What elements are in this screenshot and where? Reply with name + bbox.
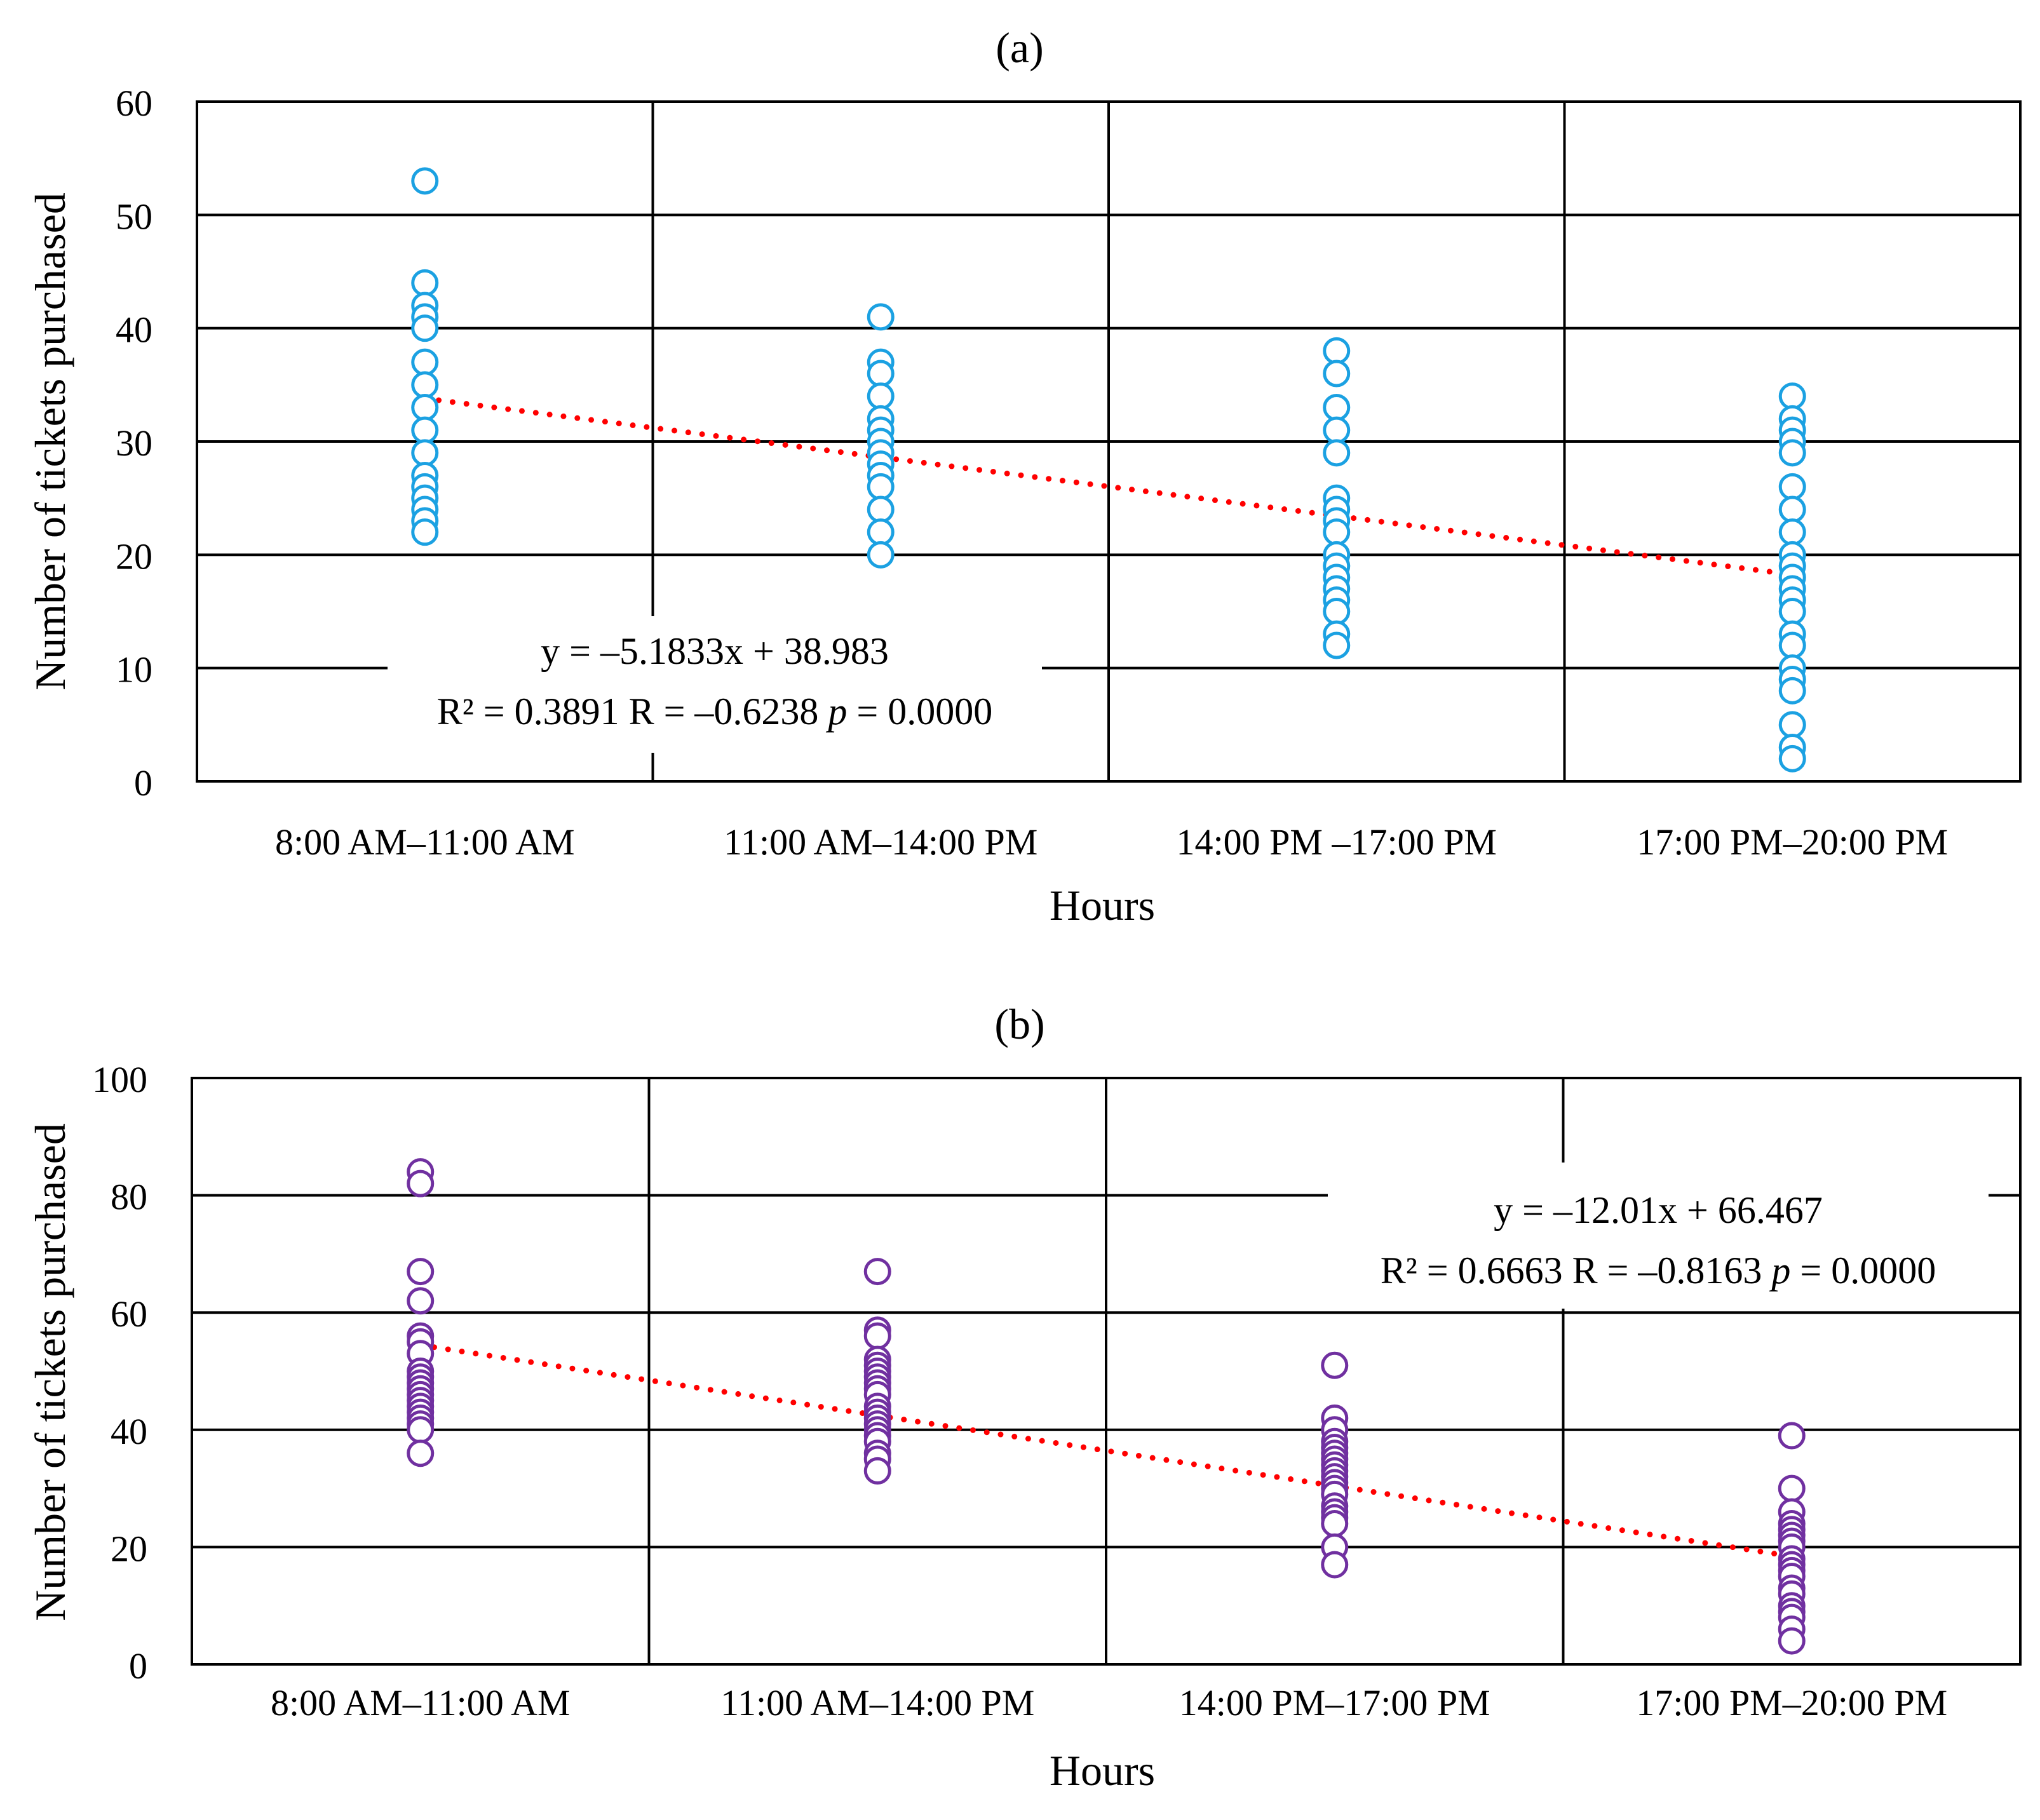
x-tick-label: 8:00 AM–11:00 AM <box>275 821 575 863</box>
data-point <box>411 167 439 195</box>
y-tick-label: 60 <box>111 1293 147 1335</box>
data-point <box>1778 745 1806 772</box>
annotation-box-a <box>388 616 1042 753</box>
data-point <box>411 314 439 342</box>
y-tick-label: 0 <box>129 1645 147 1687</box>
data-point <box>1778 495 1806 523</box>
y-tick-label: 30 <box>116 422 152 464</box>
data-point <box>1778 711 1806 739</box>
x-axis-label-b: Hours <box>1050 1746 1155 1795</box>
data-point <box>1321 1551 1349 1579</box>
data-point <box>1323 394 1351 421</box>
x-tick-label: 17:00 PM–20:00 PM <box>1637 821 1948 863</box>
y-tick-label: 100 <box>92 1059 147 1100</box>
regression-annotation-b: y = –12.01x + 66.467 R² = 0.6663 R = –0.… <box>1328 1163 1989 1309</box>
data-point <box>1778 1474 1806 1502</box>
x-tick-label: 14:00 PM–17:00 PM <box>1179 1682 1490 1723</box>
data-point <box>1323 518 1351 546</box>
y-tick-label: 60 <box>116 83 152 124</box>
data-point <box>1778 631 1806 659</box>
regression-equation-a: y = –5.1833x + 38.983 <box>541 630 889 672</box>
data-point <box>407 1170 435 1197</box>
data-point <box>1778 473 1806 501</box>
data-point <box>407 1258 435 1286</box>
data-point <box>1323 631 1351 659</box>
data-point <box>407 1416 435 1444</box>
y-tick-label: 40 <box>111 1411 147 1452</box>
data-point <box>1778 518 1806 546</box>
y-tick-label: 50 <box>116 196 152 237</box>
data-point <box>1778 1422 1806 1450</box>
data-point <box>407 1439 435 1467</box>
x-tick-label: 11:00 AM–14:00 PM <box>724 821 1037 863</box>
data-point <box>411 269 439 297</box>
data-point <box>867 382 895 410</box>
data-point <box>411 371 439 399</box>
annotation-box-b <box>1328 1163 1989 1309</box>
data-point <box>411 439 439 467</box>
data-point <box>407 1287 435 1315</box>
data-point <box>1323 416 1351 444</box>
y-axis-label-b: Number of tickets purchased <box>26 1123 74 1621</box>
y-tick-label: 10 <box>116 649 152 691</box>
y-tick-label: 20 <box>111 1528 147 1569</box>
regression-stats-a: R² = 0.3891 R = –0.6238 p = 0.0000 <box>437 691 993 732</box>
chart-panel-a: (a) 0 10 20 30 40 50 60 8:00 AM–11:00 AM 11:00 … <box>26 24 2022 929</box>
data-point <box>867 473 895 501</box>
panel-title-a: (a) <box>996 24 1043 72</box>
data-point <box>867 360 895 388</box>
data-point <box>863 1457 891 1485</box>
data-point <box>1778 1627 1806 1655</box>
data-point <box>1778 598 1806 625</box>
data-point <box>1321 1351 1349 1379</box>
data-point <box>1778 677 1806 704</box>
plot-frame-a <box>196 100 2022 783</box>
data-point <box>411 416 439 444</box>
y-axis-label-a: Number of tickets purchased <box>26 192 74 691</box>
x-axis-label-a: Hours <box>1050 881 1155 929</box>
data-point <box>1778 382 1806 410</box>
regression-annotation-a: y = –5.1833x + 38.983 R² = 0.3891 R = –0… <box>388 616 1042 753</box>
data-point <box>1323 337 1351 365</box>
y-tick-label: 40 <box>116 309 152 351</box>
y-tick-label: 80 <box>111 1176 147 1218</box>
chart-panel-b: (b) 0 20 40 60 80 100 8:00 AM–11:00 AM 11:00 A… <box>26 1000 2022 1795</box>
data-point <box>1323 598 1351 625</box>
data-point <box>867 495 895 523</box>
x-tick-label: 14:00 PM –17:00 PM <box>1177 821 1497 863</box>
x-tick-label: 17:00 PM–20:00 PM <box>1636 1682 1947 1723</box>
data-point <box>1323 439 1351 467</box>
panel-title-b: (b) <box>994 1000 1044 1048</box>
data-point <box>867 303 895 331</box>
y-tick-label: 20 <box>116 536 152 577</box>
data-point <box>411 394 439 421</box>
x-tick-label: 11:00 AM–14:00 PM <box>720 1682 1034 1723</box>
data-point <box>1321 1509 1349 1537</box>
data-point <box>867 518 895 546</box>
data-point <box>411 518 439 546</box>
data-point <box>863 1258 891 1286</box>
x-tick-label: 8:00 AM–11:00 AM <box>271 1682 571 1723</box>
regression-equation-b: y = –12.01x + 66.467 <box>1494 1189 1823 1231</box>
data-point <box>867 541 895 569</box>
plot-frame-b <box>191 1077 2022 1666</box>
data-point <box>1778 439 1806 467</box>
data-point <box>411 348 439 376</box>
data-point <box>863 1322 891 1350</box>
y-tick-label: 0 <box>134 762 152 804</box>
regression-stats-b: R² = 0.6663 R = –0.8163 p = 0.0000 <box>1381 1250 1936 1291</box>
data-point <box>1323 360 1351 388</box>
